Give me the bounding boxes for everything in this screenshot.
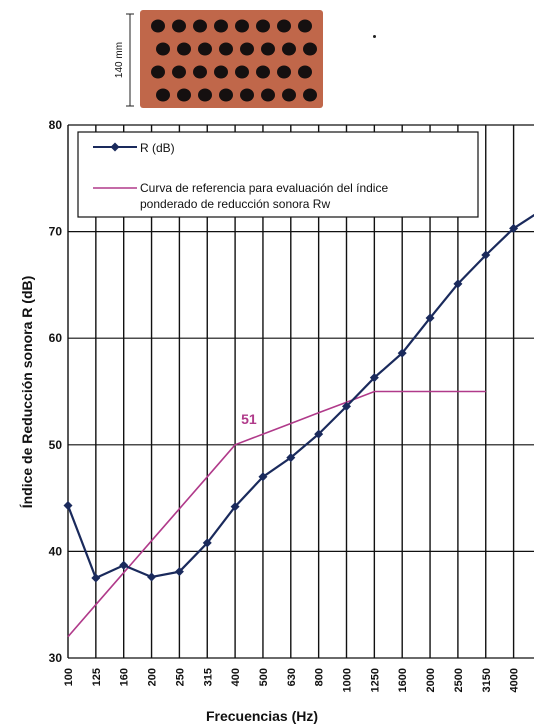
brick-hole (151, 19, 165, 33)
legend-r-label: R (dB) (140, 141, 175, 155)
brick-hole (240, 88, 254, 102)
x-tick-label: 1000 (342, 668, 354, 692)
x-tick-label: 630 (286, 668, 298, 686)
x-tick-label: 100 (63, 668, 75, 686)
dimension-label: 140 mm (114, 42, 125, 78)
brick-hole (235, 65, 249, 79)
r-db-point (119, 560, 129, 570)
annotation-label: 51 (241, 411, 257, 427)
brick-image: 140 mm (114, 10, 323, 108)
y-tick-label: 50 (49, 438, 63, 452)
brick-hole (198, 42, 212, 56)
x-tick-label: 3150 (481, 668, 493, 692)
brick-hole (303, 88, 317, 102)
brick-hole (219, 88, 233, 102)
x-tick-label: 125 (91, 668, 103, 686)
brick-hole (214, 19, 228, 33)
y-tick-label: 80 (49, 118, 63, 132)
reference-curve-line (67, 390, 486, 638)
r-db-point (314, 429, 324, 439)
r-db-point (425, 313, 435, 323)
legend: R (dB) Curva de referencia para evaluaci… (77, 131, 479, 218)
reference-curve-series (67, 390, 486, 638)
x-tick-label: 200 (147, 668, 159, 686)
legend-ref-label-line1: Curva de referencia para evaluación del … (140, 181, 388, 195)
brick-hole (303, 42, 317, 56)
brick-hole (298, 65, 312, 79)
r-db-point (342, 401, 351, 411)
x-tick-label: 4000 (509, 668, 521, 692)
r-db-point (258, 472, 268, 482)
r-db-point (63, 501, 73, 511)
brick-hole (214, 65, 228, 79)
r-db-line (66, 213, 534, 580)
brick-hole (193, 19, 207, 33)
r-db-point (509, 223, 519, 233)
brick-hole (277, 19, 291, 33)
brick-hole (235, 19, 249, 33)
r-db-point (202, 538, 212, 548)
brick-hole (177, 42, 191, 56)
x-tick-label: 1600 (397, 668, 409, 692)
brick-hole (261, 88, 275, 102)
r-db-point (91, 573, 101, 583)
x-tick-label: 400 (230, 668, 242, 686)
brick-hole (240, 42, 254, 56)
brick-hole (282, 42, 296, 56)
annotations: 51 (241, 411, 257, 427)
r-db-point (230, 502, 240, 512)
x-tick-label: 1250 (369, 668, 381, 692)
legend-r-marker (110, 142, 120, 152)
r-db-series (63, 213, 534, 583)
brick-holes (151, 19, 317, 102)
x-tick-label: 2500 (453, 668, 465, 692)
x-tick-label: 315 (202, 668, 214, 686)
brick-hole (277, 65, 291, 79)
r-db-point (453, 279, 463, 289)
x-tick-labels: 100 125 160 200 250 315 400 500 630 800 1000 1250 16… (63, 668, 521, 692)
y-tick-label: 30 (49, 651, 63, 665)
r-db-point (369, 373, 379, 383)
r-db-point (147, 572, 157, 582)
stray-dot (373, 35, 376, 38)
legend-box (77, 131, 479, 218)
x-tick-label: 2000 (425, 668, 437, 692)
x-tick-label: 800 (314, 668, 326, 686)
brick-hole (177, 88, 191, 102)
y-tick-label: 40 (49, 544, 63, 558)
brick-hole (172, 19, 186, 33)
brick-hole (282, 88, 296, 102)
x-tick-label: 160 (119, 668, 131, 686)
r-db-point (286, 453, 296, 463)
legend-ref-label-line2: ponderado de reducción sonora Rw (140, 197, 330, 211)
y-tick-labels: 30 40 50 60 70 80 (49, 118, 63, 665)
brick-hole (256, 65, 270, 79)
r-db-point (481, 250, 491, 260)
r-db-point (397, 348, 407, 358)
brick-hole (198, 88, 212, 102)
brick-hole (193, 65, 207, 79)
x-tick-label: 500 (258, 668, 270, 686)
brick-body (140, 10, 323, 108)
y-tick-label: 60 (49, 331, 63, 345)
brick-hole (298, 19, 312, 33)
r-db-point (174, 567, 184, 577)
brick-hole (156, 42, 170, 56)
brick-hole (151, 65, 165, 79)
x-axis-title: Frecuencias (Hz) (206, 708, 318, 724)
x-tick-label: 250 (174, 668, 186, 686)
brick-hole (219, 42, 233, 56)
brick-hole (156, 88, 170, 102)
y-tick-label: 70 (49, 225, 63, 239)
y-axis-title: Índice de Reducción sonora R (dB) (19, 276, 35, 509)
brick-photo: 140 mm (110, 8, 335, 113)
brick-hole (261, 42, 275, 56)
brick-hole (256, 19, 270, 33)
brick-hole (172, 65, 186, 79)
